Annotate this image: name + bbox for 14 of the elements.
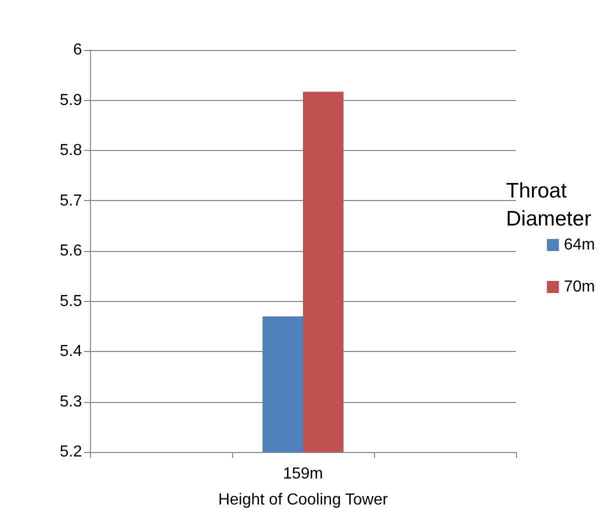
y-tick-label: 5.2: [60, 444, 82, 460]
x-tick-label: 159m: [282, 466, 324, 482]
y-tick-label: 5.8: [60, 142, 82, 159]
legend-label: 64m: [564, 236, 595, 254]
y-tick-label: 5.9: [60, 92, 82, 109]
legend-label: 70m: [564, 278, 595, 296]
y-tick-label: 5.4: [60, 343, 82, 360]
y-tick-label: 5.3: [60, 393, 82, 410]
y-tick-label: 5.5: [60, 292, 82, 310]
y-tick-label: 6: [73, 42, 82, 58]
y-tick-label: 5.7: [60, 192, 82, 210]
legend-title: Throat Diameter: [506, 180, 592, 230]
x-axis-title: Height of Cooling Tower: [218, 492, 388, 508]
y-tick-label: 5.6: [60, 242, 82, 260]
